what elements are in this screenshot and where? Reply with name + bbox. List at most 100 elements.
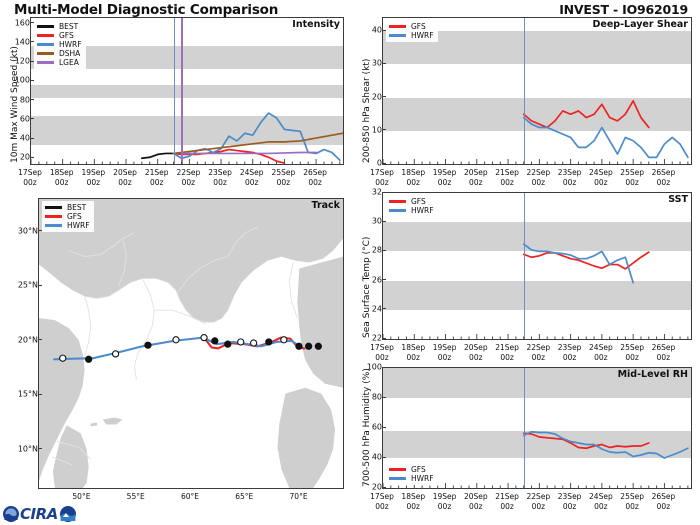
x-tick-label: 18Sep 00z xyxy=(401,492,426,511)
x-tick-label: 24Sep 00z xyxy=(589,343,613,362)
track-marker xyxy=(224,340,232,348)
y-tickmark xyxy=(382,162,386,164)
axis-label-shear-y: 200-850 hPa Shear (kt) xyxy=(362,58,372,163)
shaded-band xyxy=(383,368,691,398)
legend-label: GFS xyxy=(411,465,426,474)
series-line-gfs xyxy=(522,100,650,129)
series-line-hwrf xyxy=(522,116,689,159)
legend-label: HWRF xyxy=(411,206,434,215)
x-tick-label: 17Sep 00z xyxy=(370,343,394,362)
axis-ticks-shear-x: 17Sep 00z 18Sep 00z 19Sep 00z 20Sep 00z 21Sep 00z… xyxy=(370,166,692,190)
legend-swatch-icon xyxy=(37,52,54,55)
y-tickmark xyxy=(382,396,386,398)
legend-entry-gfs: GFS xyxy=(389,197,434,206)
legend-entry-gfs: GFS xyxy=(37,31,82,40)
map-lon-tick-label: 70°E xyxy=(289,492,308,501)
track-marker xyxy=(237,338,245,346)
map-lon-tick-label: 55°E xyxy=(126,492,145,501)
y-tickmark xyxy=(382,337,386,339)
y-tick-label: 32 xyxy=(371,187,382,197)
y-tick-label: 60 xyxy=(19,114,30,124)
analysis-time-line xyxy=(523,18,526,164)
map-lat-tickmark xyxy=(38,339,42,341)
x-tick-label: 26Sep 00z xyxy=(651,168,676,187)
x-tickmarks xyxy=(383,334,689,339)
y-tick-label: 30 xyxy=(371,58,382,68)
y-tickmark xyxy=(30,118,34,120)
map-lat-tickmark xyxy=(38,284,42,286)
y-tickmark xyxy=(382,249,386,251)
panel-track: Track BEST GFS HWRF xyxy=(38,198,344,489)
x-tick-label: 23Sep 00z xyxy=(557,492,582,511)
y-tickmark xyxy=(382,29,386,31)
cira-logo-text: CIRA xyxy=(20,504,58,523)
plot-area-rh[interactable] xyxy=(382,367,692,489)
x-tick-label: 26Sep 00z xyxy=(303,168,327,187)
x-tick-label: 23Sep 00z xyxy=(557,168,582,187)
x-tick-label: 18Sep 00z xyxy=(49,168,74,187)
cira-logo: CIRA xyxy=(2,505,77,523)
y-tick-label: 20 xyxy=(19,152,30,162)
y-tick-label: 100 xyxy=(366,362,382,372)
x-tick-label: 22Sep 00z xyxy=(526,492,551,511)
series-overlay xyxy=(522,100,689,159)
y-tick-label: 40 xyxy=(371,452,382,462)
x-tick-label: 20Sep 00z xyxy=(113,168,137,187)
legend-swatch-icon xyxy=(389,477,406,480)
map-lon-tick-label: 60°E xyxy=(180,492,200,501)
legend-label: HWRF xyxy=(59,40,82,49)
x-tick-label: 19Sep 00z xyxy=(432,343,457,362)
y-tickmark xyxy=(30,79,34,81)
x-tick-label: 20Sep 00z xyxy=(463,168,488,187)
legend-label: LGEA xyxy=(59,58,79,67)
panel-intensity: Intensity BEST GFS HWRF DSHA LGEA xyxy=(30,17,344,165)
y-tickmark xyxy=(382,191,386,193)
legend-entry-best: BEST xyxy=(37,22,82,31)
x-tick-label: 21Sep 00z xyxy=(495,168,519,187)
legend-label: GFS xyxy=(411,22,426,31)
series-line-hwrf xyxy=(522,243,634,284)
x-tick-label: 24Sep 00z xyxy=(589,492,613,511)
track-marker xyxy=(295,342,303,350)
x-tick-label: 26Sep 00z xyxy=(651,343,676,362)
legend-entry-gfs: GFS xyxy=(45,212,90,221)
x-tickmarks xyxy=(383,159,689,164)
track-marker xyxy=(84,355,93,363)
legend-swatch-icon xyxy=(45,206,62,209)
legend-label: HWRF xyxy=(67,221,90,230)
map-lat-tickmark xyxy=(38,448,42,450)
series-overlay xyxy=(141,112,343,164)
map-lat-tick-label: 15°N xyxy=(17,389,38,399)
legend-label: HWRF xyxy=(411,31,434,40)
y-tick-label: 28 xyxy=(371,245,382,255)
track-marker xyxy=(314,342,322,350)
x-tick-label: 19Sep 00z xyxy=(432,492,457,511)
y-tick-label: 40 xyxy=(19,133,30,143)
plot-area-intensity[interactable] xyxy=(30,17,344,165)
y-tickmark xyxy=(30,156,34,158)
x-tick-label: 20Sep 00z xyxy=(463,492,488,511)
legend-label: BEST xyxy=(67,203,87,212)
axis-ticks-sst-x: 17Sep 00z 18Sep 00z 19Sep 00z 20Sep 00z 21Sep 00z… xyxy=(370,341,692,365)
axis-ticks-rh-x: 17Sep 00z 18Sep 00z 19Sep 00z 20Sep 00z 21Sep 00z… xyxy=(370,490,692,514)
series-line-dsha xyxy=(172,132,343,155)
axis-ticks-intensity-x: 17Sep 00z 18Sep 00z 19Sep 00z 20Sep 00z 21Sep 00z… xyxy=(18,166,344,190)
x-tick-label: 21Sep 00z xyxy=(495,492,519,511)
plot-area-track[interactable] xyxy=(38,198,344,489)
x-tick-label: 23Sep 00z xyxy=(557,343,582,362)
x-tick-label: 17Sep 00z xyxy=(370,492,394,511)
x-tick-label: 24Sep 00z xyxy=(589,168,613,187)
map-lat-tickmark xyxy=(38,230,42,232)
y-tick-label: 0 xyxy=(376,158,382,168)
y-tickmark xyxy=(30,22,34,24)
series-line-gfs xyxy=(522,432,650,450)
track-marker xyxy=(250,339,258,347)
legend-entry-hwrf: HWRF xyxy=(389,206,434,215)
series-line-lgea xyxy=(180,151,317,155)
axis-ticks-track-x: 50°E 55°E 60°E 65°E 70°E xyxy=(38,490,344,508)
x-tick-label: 19Sep 00z xyxy=(432,168,457,187)
x-tick-label: 22Sep 00z xyxy=(526,168,551,187)
legend-sst: GFS HWRF xyxy=(386,195,438,217)
x-tick-label: 18Sep 00z xyxy=(401,343,426,362)
panel-label-track: Track xyxy=(311,200,340,211)
